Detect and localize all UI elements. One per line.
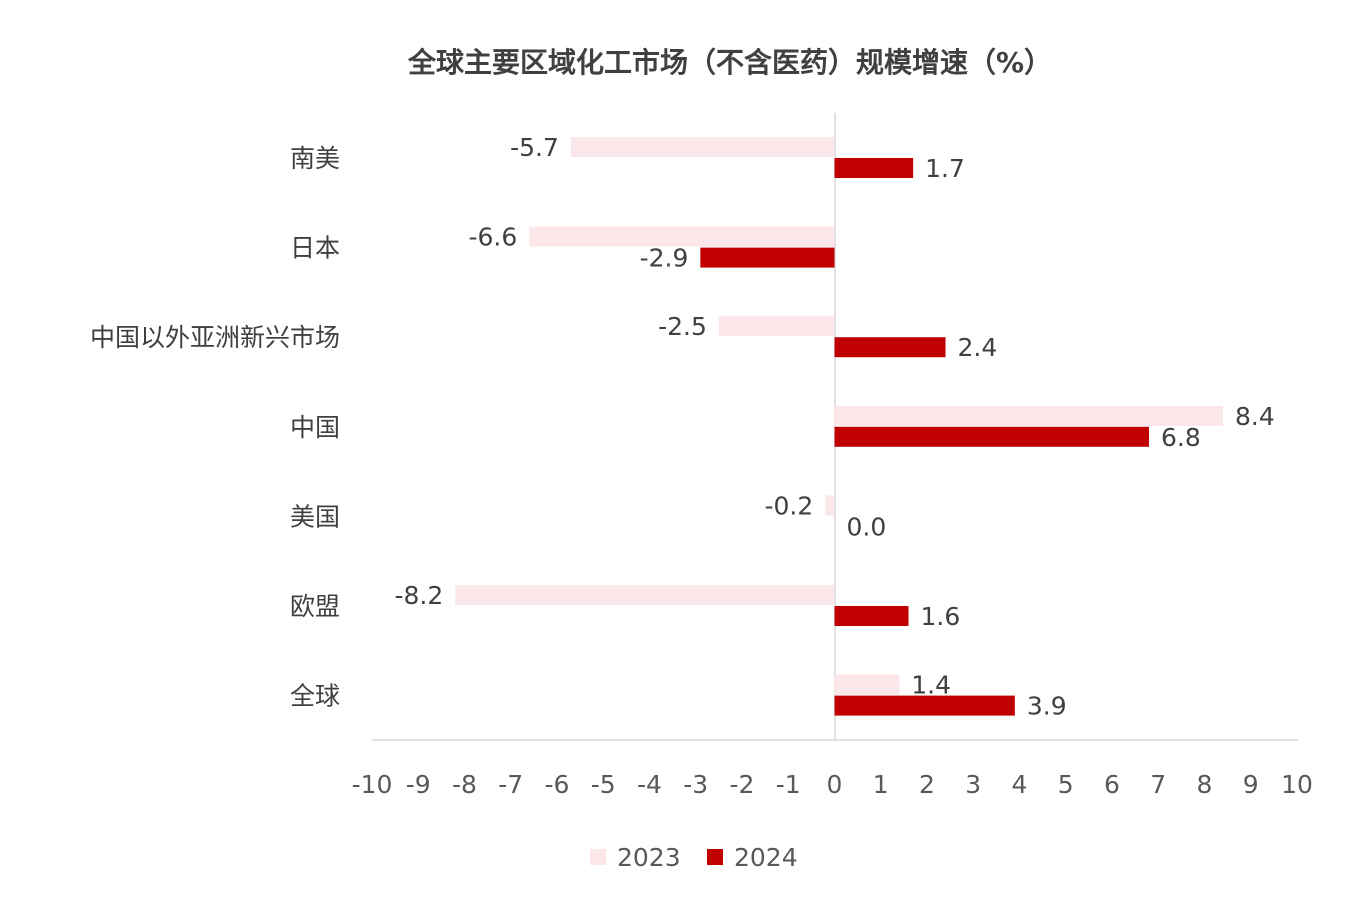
bar-2024	[835, 427, 1150, 447]
data-label: -6.6	[468, 223, 517, 252]
legend-label: 2024	[734, 843, 798, 872]
bar-2023	[825, 495, 834, 515]
x-tick-label: -10	[352, 770, 393, 799]
x-tick-label: -5	[591, 770, 616, 799]
x-tick-label: -4	[637, 770, 662, 799]
x-tick-label: -6	[545, 770, 570, 799]
legend-swatch-2023	[590, 849, 606, 865]
x-tick-label: 3	[965, 770, 981, 799]
data-label: 1.4	[911, 671, 951, 700]
data-label: 1.7	[925, 154, 965, 183]
category-label: 中国	[290, 413, 340, 442]
data-label: 3.9	[1027, 692, 1067, 721]
legend-swatch-2024	[707, 849, 723, 865]
data-label: -2.5	[658, 312, 707, 341]
x-tick-label: -3	[683, 770, 708, 799]
x-tick-label: -8	[452, 770, 477, 799]
bar-2023	[835, 675, 900, 695]
category-label: 南美	[290, 144, 340, 173]
category-label: 欧盟	[290, 592, 340, 621]
x-tick-label: 6	[1104, 770, 1120, 799]
data-label: -2.9	[640, 244, 689, 273]
x-tick-label: 9	[1243, 770, 1259, 799]
category-label: 中国以外亚洲新兴市场	[90, 323, 340, 352]
x-tick-label: 1	[873, 770, 889, 799]
x-tick-label: -1	[776, 770, 801, 799]
x-tick-label: 4	[1012, 770, 1028, 799]
x-tick-label: 2	[919, 770, 935, 799]
legend-label: 2023	[617, 843, 681, 872]
bar-2024	[835, 158, 914, 178]
x-tick-label: -2	[730, 770, 755, 799]
bar-2024	[700, 248, 834, 268]
data-label: 0.0	[847, 512, 887, 541]
data-label: -5.7	[510, 133, 559, 162]
bar-2024	[835, 337, 946, 357]
x-tick-label: 5	[1058, 770, 1074, 799]
x-tick-label: 8	[1197, 770, 1213, 799]
data-label: -8.2	[394, 581, 443, 610]
data-label: 1.6	[921, 602, 961, 631]
data-label: -0.2	[764, 491, 813, 520]
bar-2023	[571, 137, 835, 157]
category-label: 美国	[290, 502, 340, 531]
chart-title: 全球主要区域化工市场（不含医药）规模增速（%）	[407, 46, 1052, 79]
category-label: 日本	[290, 234, 340, 263]
x-tick-label: -7	[498, 770, 523, 799]
x-tick-label: 7	[1150, 770, 1166, 799]
data-label: 2.4	[958, 333, 998, 362]
x-tick-label: -9	[406, 770, 431, 799]
category-label: 全球	[290, 682, 340, 711]
bar-2023	[719, 316, 835, 336]
data-label: 8.4	[1235, 402, 1275, 431]
data-label: 6.8	[1161, 423, 1201, 452]
legend: 2023 2024	[590, 843, 798, 872]
bar-2024	[835, 606, 909, 626]
x-tick-label: 10	[1281, 770, 1313, 799]
bar-2023	[455, 585, 834, 605]
x-tick-label: 0	[827, 770, 843, 799]
